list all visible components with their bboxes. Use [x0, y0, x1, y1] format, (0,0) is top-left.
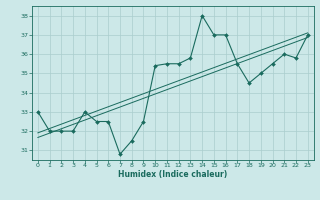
X-axis label: Humidex (Indice chaleur): Humidex (Indice chaleur)	[118, 170, 228, 179]
